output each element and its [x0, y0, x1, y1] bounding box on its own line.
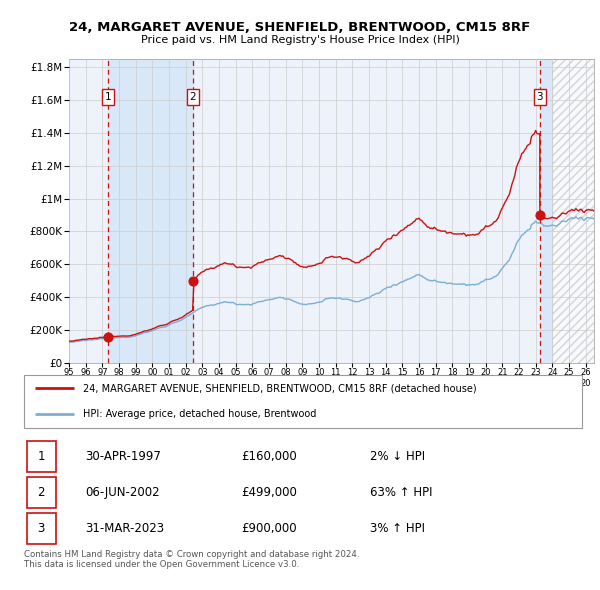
- Text: 2: 2: [38, 486, 45, 499]
- Text: 06-JUN-2002: 06-JUN-2002: [85, 486, 160, 499]
- Point: [188, 276, 197, 286]
- Bar: [540, 59, 553, 363]
- Point: [535, 210, 545, 219]
- Bar: [108, 59, 193, 363]
- Text: £160,000: £160,000: [242, 450, 298, 463]
- FancyBboxPatch shape: [27, 441, 56, 471]
- Text: 3% ↑ HPI: 3% ↑ HPI: [370, 522, 425, 535]
- Point: [103, 332, 113, 341]
- Text: 30-APR-1997: 30-APR-1997: [85, 450, 161, 463]
- Text: £499,000: £499,000: [242, 486, 298, 499]
- Text: Contains HM Land Registry data © Crown copyright and database right 2024.
This d: Contains HM Land Registry data © Crown c…: [24, 550, 359, 569]
- FancyBboxPatch shape: [27, 513, 56, 543]
- Text: 63% ↑ HPI: 63% ↑ HPI: [370, 486, 433, 499]
- Bar: [553, 59, 600, 363]
- Text: 2: 2: [190, 92, 196, 102]
- Text: 3: 3: [536, 92, 543, 102]
- Text: 24, MARGARET AVENUE, SHENFIELD, BRENTWOOD, CM15 8RF: 24, MARGARET AVENUE, SHENFIELD, BRENTWOO…: [70, 21, 530, 34]
- Text: 24, MARGARET AVENUE, SHENFIELD, BRENTWOOD, CM15 8RF (detached house): 24, MARGARET AVENUE, SHENFIELD, BRENTWOO…: [83, 384, 476, 394]
- Text: Price paid vs. HM Land Registry's House Price Index (HPI): Price paid vs. HM Land Registry's House …: [140, 35, 460, 45]
- FancyBboxPatch shape: [27, 477, 56, 507]
- Text: 3: 3: [38, 522, 45, 535]
- Text: 1: 1: [38, 450, 45, 463]
- Text: HPI: Average price, detached house, Brentwood: HPI: Average price, detached house, Bren…: [83, 409, 316, 419]
- Text: 31-MAR-2023: 31-MAR-2023: [85, 522, 164, 535]
- Text: 2% ↓ HPI: 2% ↓ HPI: [370, 450, 425, 463]
- Text: 1: 1: [104, 92, 111, 102]
- FancyBboxPatch shape: [24, 375, 582, 428]
- Text: £900,000: £900,000: [242, 522, 297, 535]
